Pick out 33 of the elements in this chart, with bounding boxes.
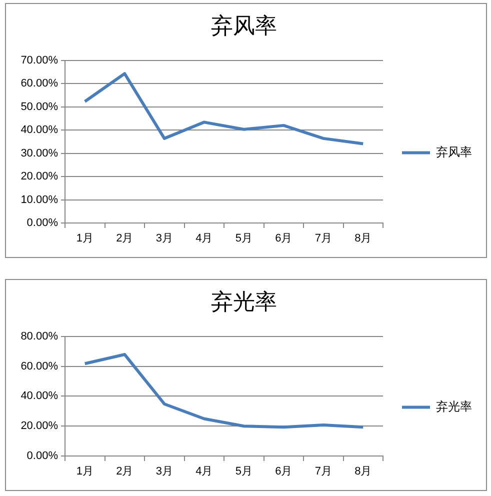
x-tick-label: 8月 xyxy=(354,466,372,478)
y-tick-label: 50.00% xyxy=(20,100,58,113)
x-tick-label: 2月 xyxy=(116,466,134,478)
y-tick-label: 70.00% xyxy=(20,54,58,66)
x-tick-label: 6月 xyxy=(275,466,292,478)
y-tick-label: 40.00% xyxy=(20,124,58,136)
y-tick-label: 0.00% xyxy=(26,217,58,230)
y-tick-label: 60.00% xyxy=(20,78,58,90)
y-tick-label: 60.00% xyxy=(20,360,58,372)
x-tick-label: 7月 xyxy=(314,232,332,245)
x-tick-label: 1月 xyxy=(76,466,94,478)
x-tick-label: 3月 xyxy=(156,466,173,478)
x-tick-label: 5月 xyxy=(235,232,252,245)
chart-title: 弃风率 xyxy=(211,12,277,38)
y-tick-label: 20.00% xyxy=(20,170,58,183)
x-tick-label: 8月 xyxy=(354,232,372,245)
x-tick-label: 1月 xyxy=(76,232,94,245)
y-tick-label: 20.00% xyxy=(20,420,58,432)
y-tick-label: 10.00% xyxy=(20,194,58,206)
y-tick-label: 40.00% xyxy=(20,390,58,402)
chart-title: 弃光率 xyxy=(211,288,277,314)
x-tick-label: 4月 xyxy=(196,466,213,478)
x-tick-label: 4月 xyxy=(196,232,213,245)
x-tick-label: 5月 xyxy=(235,466,252,478)
y-tick-label: 0.00% xyxy=(26,450,58,462)
y-tick-label: 80.00% xyxy=(20,330,58,342)
x-tick-label: 7月 xyxy=(314,466,332,478)
y-tick-label: 30.00% xyxy=(20,147,58,160)
x-tick-label: 2月 xyxy=(116,232,134,245)
legend-label: 弃风率 xyxy=(436,145,472,160)
x-tick-label: 6月 xyxy=(275,232,292,245)
legend-label: 弃光率 xyxy=(436,400,472,414)
x-tick-label: 3月 xyxy=(156,232,173,245)
